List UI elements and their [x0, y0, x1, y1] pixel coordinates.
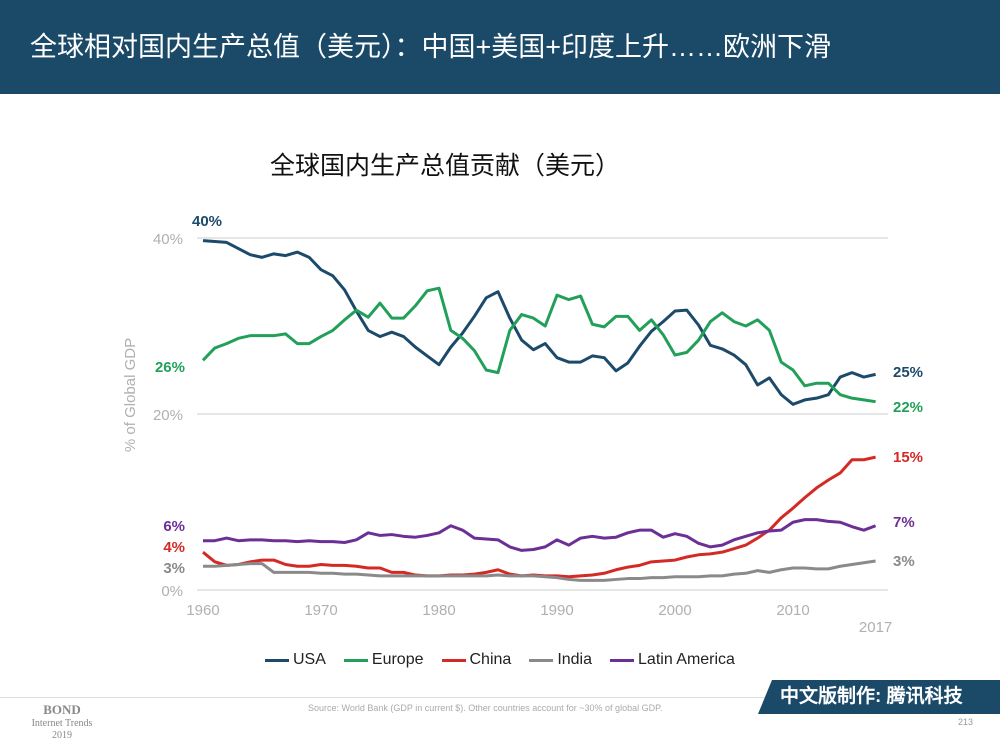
start-label: 6%	[163, 518, 185, 535]
chart-title: 全球国内生产总值贡献（美元）	[270, 152, 621, 180]
series-line-europe	[201, 286, 876, 404]
start-label: 4%	[163, 539, 185, 556]
legend-label: China	[469, 651, 512, 668]
x-tick-label: 2010	[776, 602, 809, 619]
start-label: 40%	[192, 213, 222, 230]
start-label: 26%	[155, 359, 185, 376]
legend-label: Europe	[371, 651, 424, 668]
legend-swatch	[610, 658, 635, 662]
x-tick-label: 2017	[859, 619, 892, 636]
start-label: 3%	[163, 560, 185, 577]
legend-item: Europe	[343, 651, 424, 669]
legend-swatch	[265, 658, 289, 662]
source-note: Source: World Bank (GDP in current $). O…	[308, 703, 663, 713]
end-label: 3%	[893, 553, 915, 570]
end-label: 7%	[893, 514, 915, 531]
end-label: 15%	[893, 449, 923, 466]
legend-swatch	[529, 658, 554, 662]
x-tick-label: 2000	[658, 602, 691, 619]
legend-label: India	[557, 651, 593, 668]
legend-item: USA	[265, 651, 326, 669]
footer-divider	[0, 697, 770, 698]
bond-logo-subtitle: Internet Trends	[31, 718, 93, 729]
bond-logo: BOND Internet Trends 2019	[22, 702, 102, 742]
tencent-badge: 中文版制作: 腾讯科技	[758, 680, 1000, 714]
end-label: 25%	[893, 364, 923, 381]
x-tick-label: 1960	[186, 602, 219, 619]
legend: USA Europe China India Latin America	[265, 651, 735, 669]
legend-label: USA	[293, 651, 326, 668]
end-label: 22%	[893, 399, 923, 416]
series-line-india	[203, 559, 876, 582]
y-tick-label: 40%	[153, 231, 183, 248]
x-tick-label: 1990	[540, 602, 573, 619]
x-tick-label: 1980	[422, 602, 455, 619]
page-number: 213	[958, 717, 974, 727]
series-line-latin-america	[203, 518, 877, 552]
legend-item: Latin America	[610, 651, 735, 669]
y-axis-label: % of Global GDP	[122, 338, 139, 452]
bond-logo-name: BOND	[43, 702, 81, 717]
y-tick-label: 0%	[161, 583, 183, 600]
slide-title: 全球相对国内生产总值（美元）：中国+美国+印度上升……欧洲下滑	[0, 0, 1000, 94]
legend-item: India	[529, 651, 592, 669]
bond-logo-year: 2019	[52, 730, 72, 741]
series-line-china	[202, 455, 876, 579]
legend-item: China	[441, 651, 512, 669]
legend-label: Latin America	[638, 651, 735, 668]
series-line-usa	[202, 239, 876, 406]
y-tick-label: 20%	[153, 407, 183, 424]
legend-swatch	[343, 658, 368, 662]
x-tick-label: 1970	[304, 602, 337, 619]
legend-swatch	[441, 658, 466, 662]
